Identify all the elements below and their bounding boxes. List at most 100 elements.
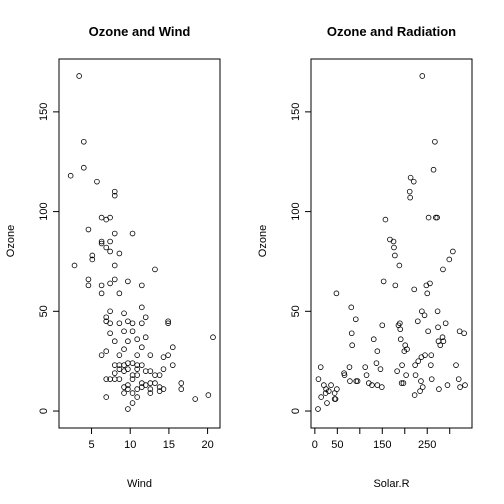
data-point <box>334 387 339 392</box>
data-point <box>139 345 144 350</box>
data-point <box>135 395 140 400</box>
data-point <box>125 279 130 284</box>
data-point <box>122 311 127 316</box>
data-point <box>380 323 385 328</box>
data-point <box>148 369 153 374</box>
data-point <box>117 321 122 326</box>
data-point <box>117 353 122 358</box>
data-point <box>462 331 467 336</box>
data-point <box>130 391 135 396</box>
data-point <box>363 365 368 370</box>
data-point <box>435 309 440 314</box>
data-point <box>443 321 448 326</box>
data-point <box>393 283 398 288</box>
data-point <box>135 373 140 378</box>
x-tick-label: 150 <box>373 439 391 451</box>
data-point <box>139 305 144 310</box>
data-point <box>130 231 135 236</box>
data-point <box>375 349 380 354</box>
y-axis: 0 50 100 150 <box>38 103 59 414</box>
data-point <box>411 179 416 184</box>
y-tick-label: 150 <box>290 103 302 121</box>
data-point <box>104 349 109 354</box>
data-point <box>413 373 418 378</box>
data-point <box>112 363 117 368</box>
data-point <box>426 215 431 220</box>
data-point <box>112 377 117 382</box>
data-point <box>450 249 455 254</box>
data-point <box>148 381 153 386</box>
data-point <box>139 283 144 288</box>
data-point <box>348 379 353 384</box>
data-point <box>392 253 397 258</box>
y-tick-label: 0 <box>290 408 302 414</box>
data-point <box>81 139 86 144</box>
data-point <box>143 383 148 388</box>
data-point <box>117 251 122 256</box>
data-point <box>72 263 77 268</box>
data-point <box>397 263 402 268</box>
data-point <box>349 305 354 310</box>
chart-title: Ozone and Radiation <box>327 24 456 39</box>
x-tick-label: 250 <box>418 439 436 451</box>
x-tick-label: 50 <box>331 439 343 451</box>
data-point <box>125 319 130 324</box>
y-tick-label: 50 <box>38 305 50 317</box>
data-point <box>143 369 148 374</box>
data-point <box>436 325 441 330</box>
data-point <box>398 337 403 342</box>
x-tick-label: 10 <box>124 439 136 451</box>
data-point <box>99 353 104 358</box>
data-point <box>130 361 135 366</box>
data-point <box>350 343 355 348</box>
data-point <box>353 317 358 322</box>
y-axis-label: Ozone <box>257 225 269 257</box>
x-tick-label: 0 <box>312 439 318 451</box>
data-point <box>122 347 127 352</box>
x-axis-label: Solar.R <box>373 478 409 490</box>
data-point <box>404 373 409 378</box>
data-point <box>412 287 417 292</box>
data-point <box>130 401 135 406</box>
data-point <box>364 373 369 378</box>
data-point <box>349 331 354 336</box>
chart-title: Ozone and Wind <box>89 24 191 39</box>
data-point <box>130 321 135 326</box>
data-point <box>170 345 175 350</box>
data-point <box>135 337 140 342</box>
y-axis: 0 50 100 150 <box>290 103 311 414</box>
data-point <box>425 291 430 296</box>
data-point <box>143 315 148 320</box>
data-point <box>117 377 122 382</box>
data-point <box>130 329 135 334</box>
data-point <box>117 291 122 296</box>
data-point <box>432 139 437 144</box>
y-tick-label: 50 <box>290 305 302 317</box>
data-point <box>112 263 117 268</box>
data-point <box>135 353 140 358</box>
data-point <box>429 377 434 382</box>
data-point <box>415 319 420 324</box>
data-point <box>420 74 425 79</box>
data-point <box>108 321 113 326</box>
data-point <box>112 371 117 376</box>
data-point <box>108 239 113 244</box>
plot-frame <box>59 59 220 428</box>
data-point <box>108 249 113 254</box>
data-point <box>139 321 144 326</box>
data-point <box>325 401 330 406</box>
x-tick-label: 15 <box>163 439 175 451</box>
data-point <box>99 291 104 296</box>
data-point <box>422 313 427 318</box>
data-point <box>392 245 397 250</box>
data-point <box>143 335 148 340</box>
data-point <box>395 369 400 374</box>
data-point <box>104 395 109 400</box>
data-point <box>77 74 82 79</box>
data-point <box>375 383 380 388</box>
data-point <box>454 363 459 368</box>
data-point <box>379 385 384 390</box>
data-point <box>334 291 339 296</box>
data-point <box>445 383 450 388</box>
